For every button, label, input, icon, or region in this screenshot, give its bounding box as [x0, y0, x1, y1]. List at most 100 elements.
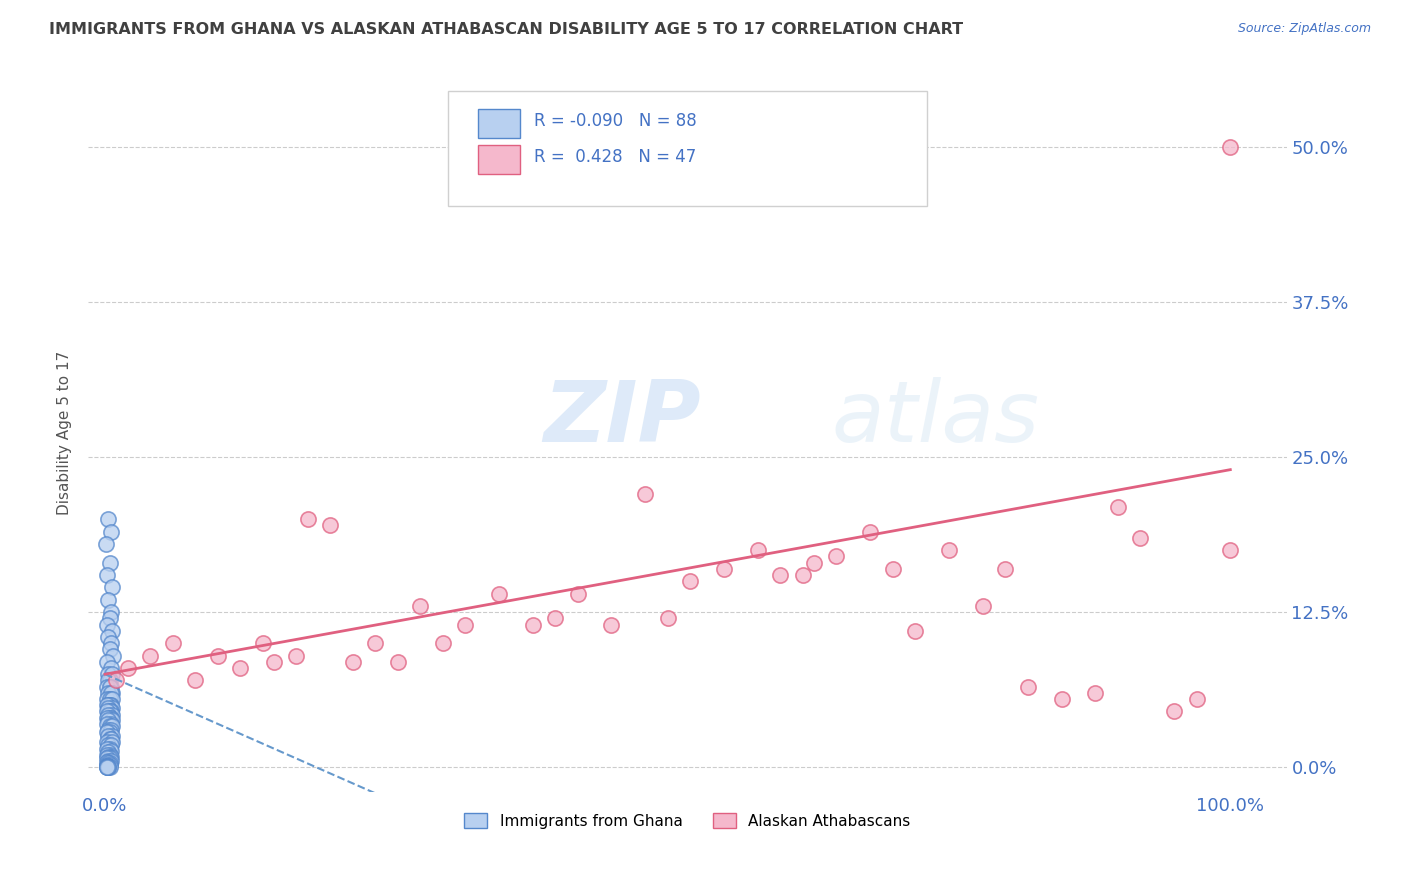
Point [97, 729, 120, 743]
Point [101, 581, 124, 595]
Point [96, 741, 118, 756]
Point [1185, 692, 1208, 706]
Point [97, 738, 120, 752]
Text: atlas: atlas [831, 376, 1039, 459]
Point [634, 487, 657, 501]
Point [100, 680, 122, 694]
Point [98, 680, 121, 694]
Point [100, 744, 122, 758]
Point [98, 719, 121, 733]
Point [97, 592, 120, 607]
Point [263, 655, 285, 669]
Point [100, 750, 122, 764]
Point [97, 756, 120, 771]
Point [101, 708, 124, 723]
Point [96, 655, 118, 669]
Point [96, 759, 118, 773]
Point [387, 655, 409, 669]
Point [229, 661, 252, 675]
Point [882, 562, 904, 576]
Text: ZIP: ZIP [544, 376, 702, 459]
FancyBboxPatch shape [478, 145, 520, 174]
Point [600, 617, 623, 632]
Point [859, 524, 882, 539]
Point [101, 686, 124, 700]
Point [904, 624, 927, 638]
Point [285, 648, 308, 663]
Point [1219, 140, 1241, 154]
Point [409, 599, 432, 613]
Point [100, 731, 122, 746]
Point [100, 754, 122, 768]
Point [96, 760, 118, 774]
Point [98, 725, 121, 739]
Point [100, 716, 122, 731]
Point [319, 518, 342, 533]
Point [98, 673, 121, 688]
Point [96, 735, 118, 749]
Point [100, 723, 122, 737]
Point [96, 755, 118, 769]
Text: R =  0.428   N = 47: R = 0.428 N = 47 [534, 148, 696, 166]
Legend: Immigrants from Ghana, Alaskan Athabascans: Immigrants from Ghana, Alaskan Athabasca… [458, 806, 917, 835]
Point [96, 692, 118, 706]
Point [100, 661, 122, 675]
Point [96, 716, 118, 731]
Point [100, 686, 122, 700]
Point [938, 543, 960, 558]
Point [101, 624, 124, 638]
Point [98, 705, 121, 719]
Point [207, 648, 229, 663]
Point [97, 512, 120, 526]
Point [98, 611, 121, 625]
Point [98, 757, 121, 772]
Point [139, 648, 162, 663]
Point [98, 756, 121, 771]
Text: Source: ZipAtlas.com: Source: ZipAtlas.com [1237, 22, 1371, 36]
Point [994, 562, 1017, 576]
Point [97, 667, 120, 681]
Text: IMMIGRANTS FROM GHANA VS ALASKAN ATHABASCAN DISABILITY AGE 5 TO 17 CORRELATION C: IMMIGRANTS FROM GHANA VS ALASKAN ATHABAS… [49, 22, 963, 37]
Point [100, 636, 122, 650]
Point [101, 713, 124, 727]
Point [98, 760, 121, 774]
Point [96, 760, 118, 774]
FancyBboxPatch shape [447, 91, 927, 206]
Point [97, 759, 120, 773]
Point [117, 661, 139, 675]
Point [101, 735, 124, 749]
Point [97, 686, 120, 700]
Point [98, 642, 121, 657]
Point [96, 725, 118, 739]
Point [100, 738, 122, 752]
Point [792, 568, 814, 582]
Point [96, 617, 118, 632]
Point [100, 705, 122, 719]
Point [1084, 686, 1107, 700]
Point [342, 655, 364, 669]
Point [713, 562, 735, 576]
Point [97, 760, 120, 774]
Point [101, 667, 124, 681]
Point [1163, 705, 1185, 719]
Point [101, 648, 124, 663]
Point [100, 605, 122, 619]
Y-axis label: Disability Age 5 to 17: Disability Age 5 to 17 [58, 351, 72, 515]
Point [567, 586, 589, 600]
Point [98, 741, 121, 756]
Point [297, 512, 319, 526]
Point [825, 549, 848, 564]
Point [100, 698, 122, 713]
Point [803, 556, 825, 570]
FancyBboxPatch shape [478, 109, 520, 137]
Point [432, 636, 454, 650]
Point [101, 692, 124, 706]
Point [769, 568, 792, 582]
Point [97, 745, 120, 759]
Point [96, 698, 118, 713]
Point [1219, 543, 1241, 558]
Point [101, 729, 124, 743]
Point [96, 760, 118, 774]
Point [679, 574, 702, 589]
Point [657, 611, 679, 625]
